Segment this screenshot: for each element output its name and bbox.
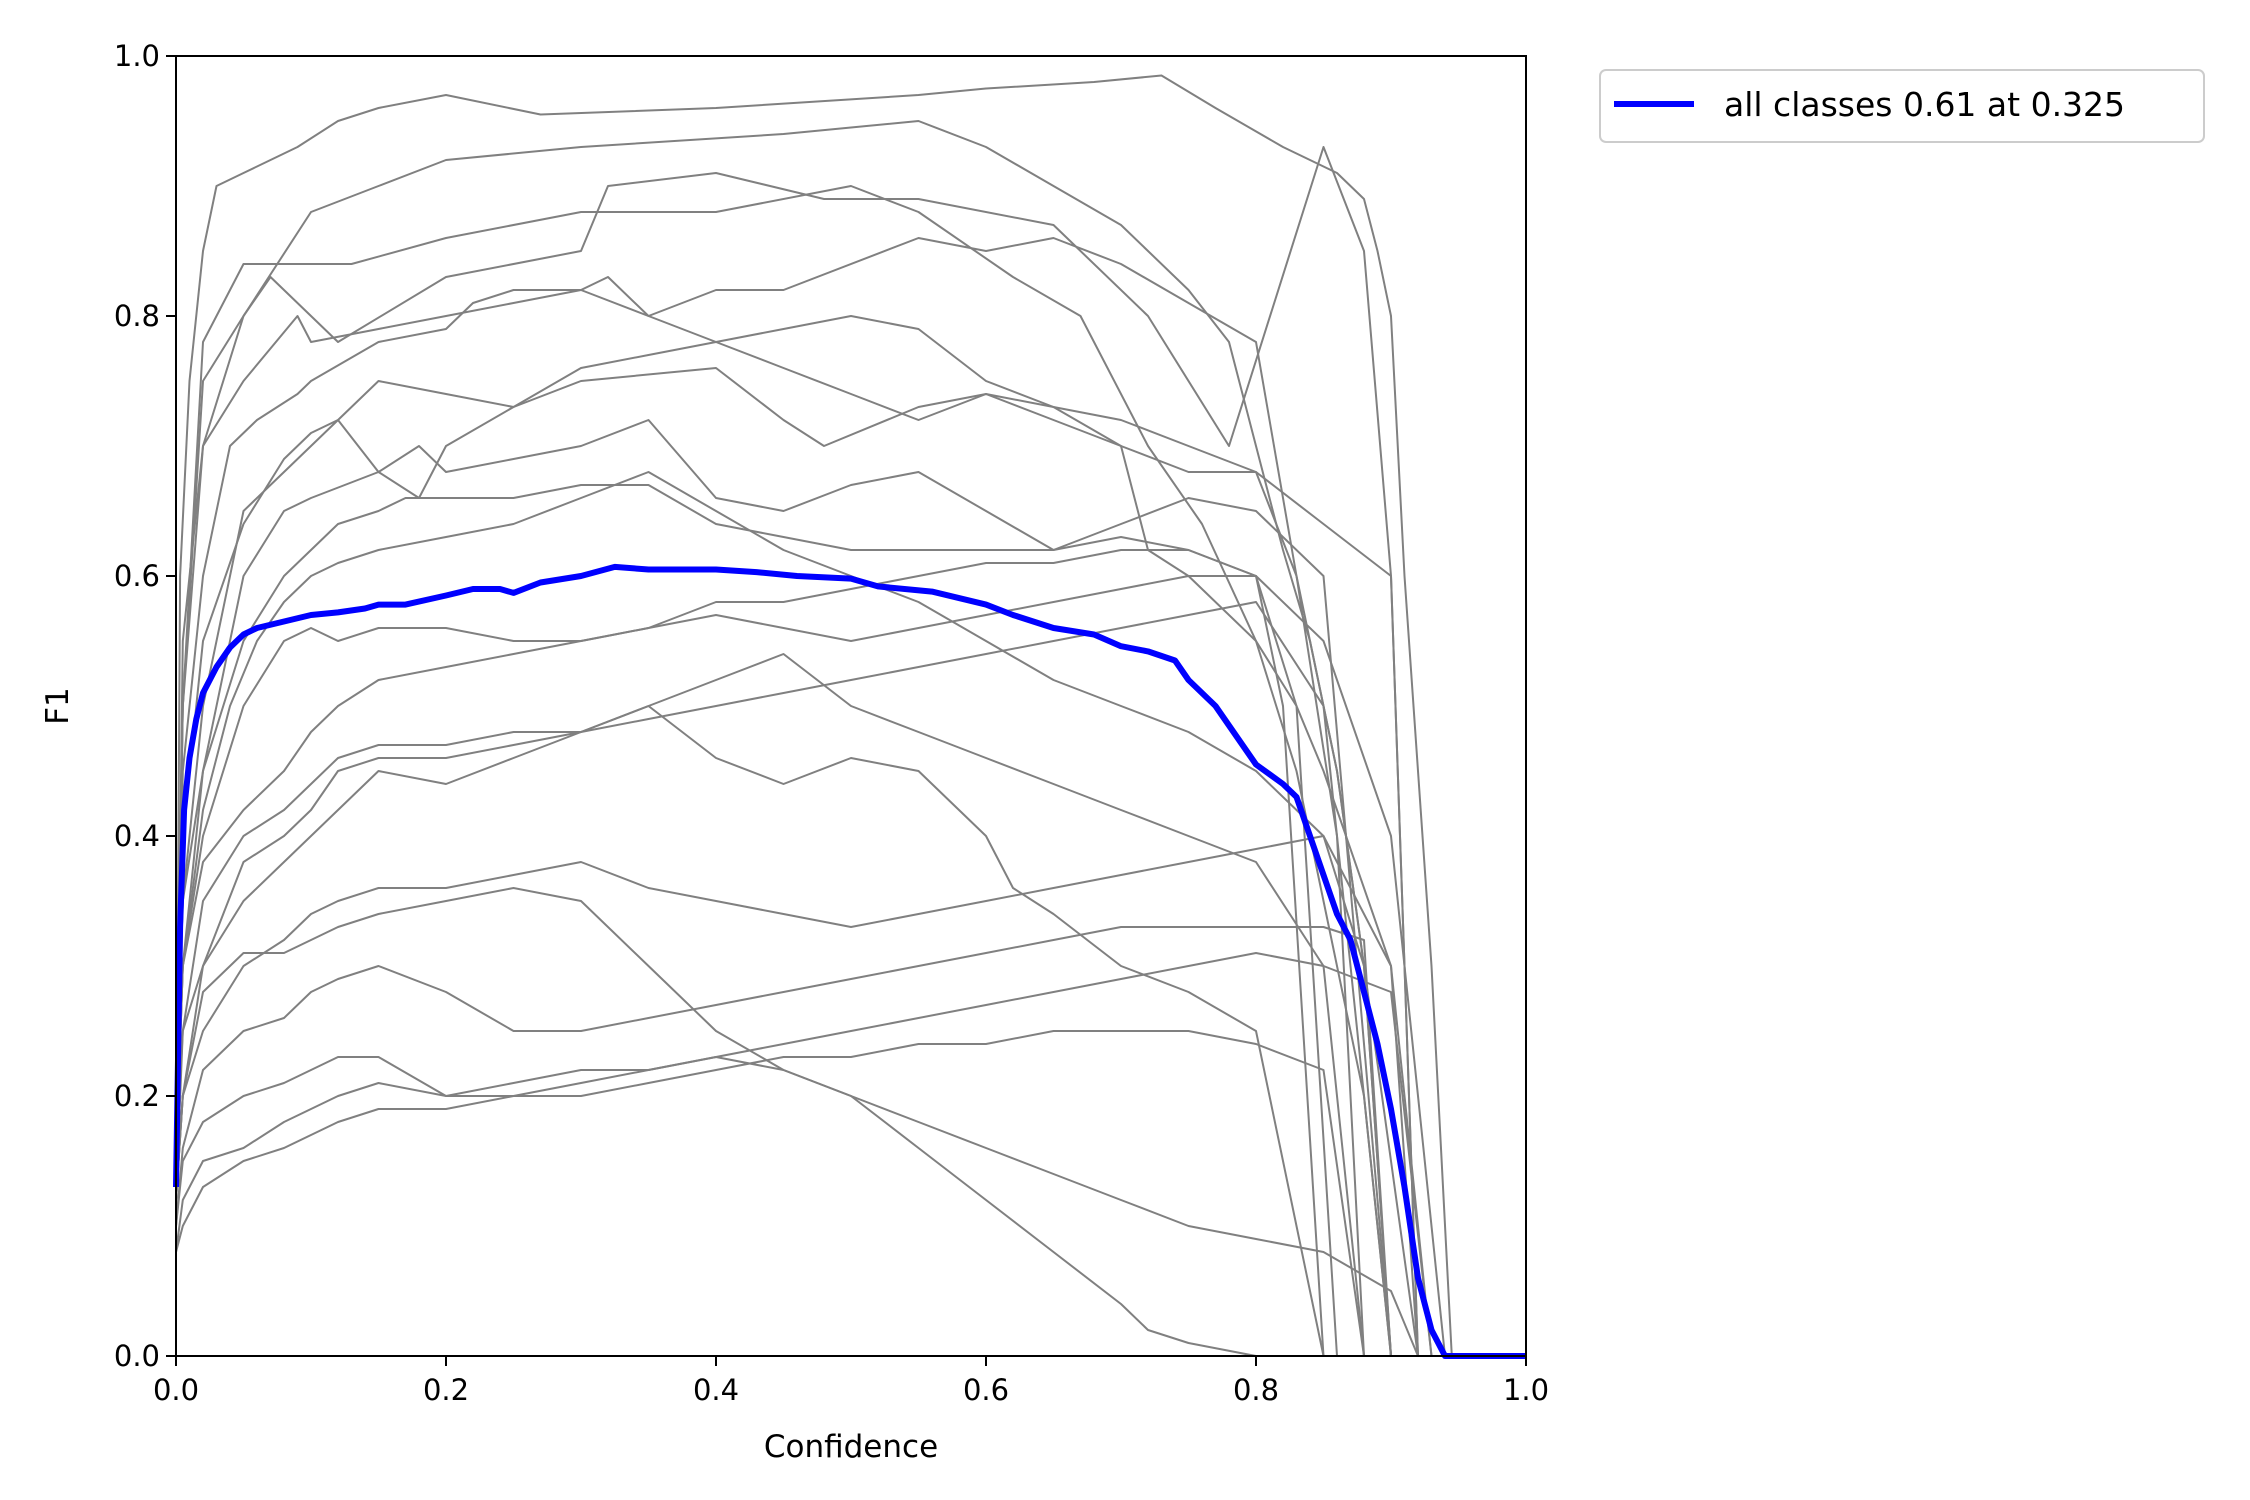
x-axis: 0.0 0.2 0.4 0.6 0.8 1.0 (153, 1356, 1549, 1407)
y-tick-label: 0.0 (114, 1339, 160, 1373)
x-tick-label: 0.0 (153, 1373, 199, 1407)
series-line-class (175, 926, 1392, 1357)
legend-box (1599, 69, 2205, 143)
series-line-class (175, 185, 1392, 1357)
plot-frame (175, 55, 1527, 1357)
x-tick-label: 0.4 (693, 1373, 739, 1407)
series-line-class (175, 471, 1392, 1357)
series-line-class (175, 367, 1419, 1357)
series-line-class (175, 835, 1419, 1357)
x-tick-label: 0.2 (423, 1373, 469, 1407)
series-line-class (175, 1030, 1365, 1357)
x-axis-label: Confidence (764, 1429, 938, 1465)
x-tick-label: 1.0 (1503, 1373, 1549, 1407)
legend-entry: all classes 0.61 at 0.325 (1724, 85, 2125, 124)
y-tick-label: 0.6 (114, 559, 160, 593)
series-line-class (175, 705, 1325, 1357)
series-line-class (175, 289, 1392, 1357)
x-tick-label: 0.8 (1233, 1373, 1279, 1407)
series-line-class (175, 887, 1257, 1357)
series-line-class (175, 575, 1338, 1357)
y-tick-label: 0.4 (114, 819, 160, 853)
series-line-class (175, 419, 1392, 1357)
series-layer (173, 74, 1526, 1359)
series-line-class (175, 315, 1433, 1357)
series-line-class (175, 146, 1419, 1357)
y-tick-label: 0.2 (114, 1079, 160, 1113)
y-tick-label: 1.0 (114, 39, 160, 73)
legend: all classes 0.61 at 0.325 (1599, 69, 2205, 143)
y-axis: 0.0 0.2 0.4 0.6 0.8 1.0 (114, 39, 176, 1373)
series-line-class (175, 74, 1453, 1357)
y-axis-label: F1 (40, 687, 76, 725)
x-tick-label: 0.6 (963, 1373, 1009, 1407)
series-line-class (175, 1056, 1419, 1357)
y-tick-label: 0.8 (114, 299, 160, 333)
series-line-all-classes (173, 563, 1526, 1359)
series-line-class (175, 601, 1392, 1357)
